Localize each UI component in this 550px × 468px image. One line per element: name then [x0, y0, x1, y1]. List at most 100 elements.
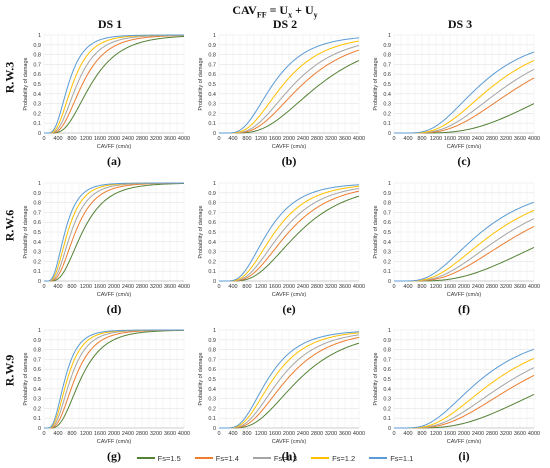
x-tick-label: 4000 — [528, 431, 540, 437]
series-line-fs15 — [219, 195, 360, 282]
y-tick-label: 0.9 — [383, 191, 391, 197]
y-tick-label: 0.8 — [208, 348, 216, 354]
x-tick-label: 3200 — [150, 136, 162, 142]
panel-letter: (d) — [106, 302, 122, 316]
y-axis-label: Probability of damage — [23, 352, 29, 405]
x-tick-label: 1200 — [80, 284, 92, 290]
x-tick-label: 400 — [403, 431, 412, 437]
x-tick-label: 800 — [242, 431, 251, 437]
y-tick-label: 0.9 — [383, 43, 391, 49]
x-tick-label: 3600 — [339, 284, 351, 290]
x-tick-label: 3200 — [500, 136, 512, 142]
x-tick-label: 400 — [228, 431, 237, 437]
x-tick-label: 800 — [417, 284, 426, 290]
legend-swatch — [194, 457, 213, 459]
column-title-ds3: DS 3 — [447, 17, 473, 31]
y-tick-label: 0.7 — [33, 62, 41, 68]
x-tick-label: 4000 — [178, 284, 190, 290]
panel-letter: (f) — [458, 302, 470, 316]
x-tick-label: 0 — [217, 431, 220, 437]
chart-panel-9: 0 0.1 0.2 0.3 0.4 0.5 0.6 0.7 0.8 0.9 1 0 400 800 1200… — [373, 328, 540, 445]
x-tick-label: 800 — [242, 136, 251, 142]
x-tick-label: 0 — [392, 284, 395, 290]
x-tick-label: 2800 — [486, 431, 498, 437]
x-tick-label: 2000 — [283, 284, 295, 290]
legend-item-fs14: Fs=1.4 — [194, 453, 239, 463]
series-line-fs13 — [219, 45, 360, 134]
x-tick-label: 1200 — [255, 284, 267, 290]
y-tick-label: 0.2 — [208, 111, 216, 117]
y-axis-label: Probability of damage — [23, 57, 29, 110]
y-tick-label: 0.2 — [383, 259, 391, 265]
y-axis-label: Probability of damage — [198, 352, 204, 405]
legend-item-fs15: Fs=1.5 — [136, 454, 181, 463]
y-tick-label: 0.8 — [383, 348, 391, 354]
y-tick-label: 0.8 — [208, 201, 216, 207]
y-tick-label: 0.3 — [208, 397, 216, 403]
y-tick-label: 0.7 — [33, 210, 41, 216]
x-tick-label: 1200 — [430, 284, 442, 290]
y-tick-label: 1 — [388, 181, 391, 187]
x-tick-label: 2400 — [297, 136, 309, 142]
x-tick-label: 400 — [53, 284, 62, 290]
x-tick-label: 2000 — [283, 431, 295, 437]
legend-label: Fs=1.4 — [215, 453, 239, 463]
y-tick-label: 0.4 — [33, 387, 41, 393]
y-tick-label: 0.8 — [383, 53, 391, 59]
x-tick-label: 2400 — [297, 284, 309, 290]
x-tick-label: 3200 — [150, 431, 162, 437]
x-tick-label: 2000 — [108, 431, 120, 437]
y-axis-label: Probability of damage — [23, 205, 29, 258]
y-axis-label: Probability of damage — [198, 57, 204, 110]
x-tick-label: 2400 — [122, 284, 134, 290]
y-tick-label: 0 — [388, 131, 391, 137]
y-tick-label: 0.9 — [208, 191, 216, 197]
x-tick-label: 0 — [392, 431, 395, 437]
x-tick-label: 1200 — [255, 431, 267, 437]
y-tick-label: 0.3 — [208, 250, 216, 256]
x-axis-label: CAVFF (cm/s) — [272, 292, 307, 298]
y-tick-label: 1 — [213, 328, 216, 334]
x-tick-label: 3200 — [150, 284, 162, 290]
y-tick-label: 1 — [38, 328, 41, 334]
legend-swatch — [252, 457, 271, 459]
series-line-fs11 — [219, 331, 360, 429]
x-tick-label: 4000 — [178, 136, 190, 142]
y-tick-label: 0.8 — [208, 53, 216, 59]
chart-panel-8: 0 0.1 0.2 0.3 0.4 0.5 0.6 0.7 0.8 0.9 1 0 400 800 1200… — [198, 328, 365, 445]
x-tick-label: 2400 — [472, 431, 484, 437]
x-tick-label: 1200 — [430, 431, 442, 437]
y-tick-label: 0.1 — [33, 416, 41, 422]
series-line-fs11 — [219, 184, 360, 282]
y-tick-label: 0.4 — [208, 387, 216, 393]
column-title-ds1: DS 1 — [97, 17, 123, 31]
y-tick-label: 0.3 — [33, 397, 41, 403]
y-tick-label: 0.6 — [208, 367, 216, 373]
y-tick-label: 0.2 — [383, 111, 391, 117]
x-tick-label: 2800 — [311, 136, 323, 142]
y-tick-label: 0.3 — [208, 102, 216, 108]
x-tick-label: 1200 — [80, 431, 92, 437]
series-line-fs15 — [219, 342, 360, 429]
x-tick-label: 3600 — [164, 136, 176, 142]
y-tick-label: 0.5 — [33, 82, 41, 88]
y-tick-label: 0.7 — [208, 357, 216, 363]
y-tick-label: 0.3 — [383, 250, 391, 256]
y-tick-label: 0.9 — [33, 43, 41, 49]
x-tick-label: 4000 — [528, 284, 540, 290]
y-tick-label: 0.5 — [208, 377, 216, 383]
x-tick-label: 800 — [67, 136, 76, 142]
x-tick-label: 400 — [228, 284, 237, 290]
y-tick-label: 0.2 — [33, 259, 41, 265]
y-tick-label: 0.6 — [208, 72, 216, 78]
x-tick-label: 3200 — [500, 431, 512, 437]
x-tick-label: 1600 — [444, 136, 456, 142]
x-tick-label: 3200 — [325, 136, 337, 142]
y-tick-label: 0.6 — [383, 220, 391, 226]
series-line-fs12 — [219, 185, 360, 282]
y-tick-label: 0 — [38, 131, 41, 137]
y-tick-label: 0.7 — [383, 210, 391, 216]
y-tick-label: 0.4 — [383, 92, 391, 98]
y-tick-label: 0.1 — [383, 121, 391, 127]
